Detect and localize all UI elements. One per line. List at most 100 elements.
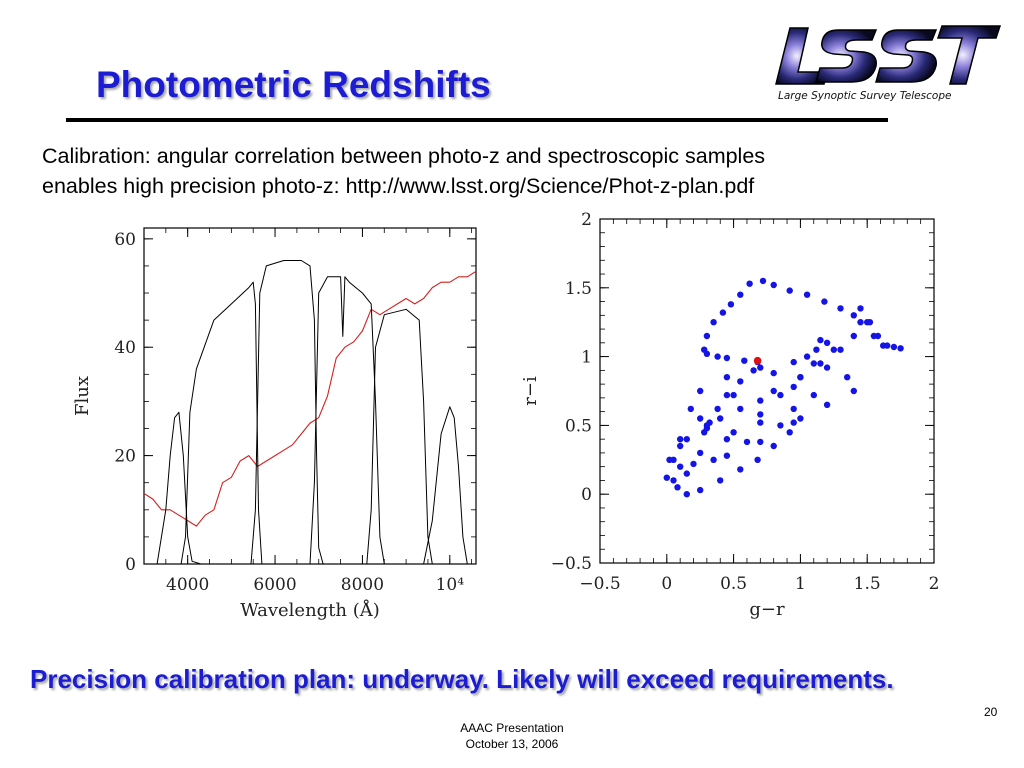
color-track-point: [723, 452, 731, 459]
color-track-point: [817, 360, 824, 367]
color-track-point: [754, 456, 761, 463]
color-track-point: [850, 332, 857, 340]
color-track-point: [737, 466, 744, 473]
color-track-point: [670, 456, 677, 463]
y-tick-label: −0.5: [551, 554, 592, 574]
color-track-point: [677, 442, 684, 450]
color-track-point: [750, 367, 757, 374]
plot-area: [663, 277, 904, 498]
color-track-point: [790, 358, 797, 366]
filter-g-line: [144, 281, 476, 564]
intro-line-2: enables high precision photo-z: http://w…: [42, 174, 755, 198]
plot-frame: [599, 218, 935, 564]
footer-line-2: October 13, 2006: [465, 737, 559, 751]
spectrum-filter-chart: 4000 6000 8000 10⁴ 0 20 40 60 Wavelength (Å) Flux: [70, 222, 490, 637]
color-track-point: [710, 319, 717, 326]
color-track-point: [719, 309, 727, 316]
y-tick-label: 0: [581, 485, 592, 505]
color-track-point: [674, 484, 681, 491]
color-track-point: [710, 456, 717, 463]
filter-i-line: [144, 276, 476, 564]
color-track-point: [810, 360, 817, 367]
color-track-point: [737, 378, 744, 385]
conclusion-text: Precision calibration plan: underway. Li…: [30, 664, 894, 694]
color-track-point: [823, 401, 831, 408]
color-track-point: [730, 429, 737, 436]
intro-line-1: Calibration: angular correlation between…: [42, 144, 766, 168]
color-track-point: [786, 287, 793, 294]
y-tick-label: 1: [581, 348, 592, 368]
color-track-point: [817, 336, 824, 344]
color-track-point: [803, 353, 811, 360]
color-track-point: [717, 477, 724, 484]
color-track-point: [823, 339, 831, 346]
color-track-point: [683, 436, 690, 443]
color-track-point: [677, 463, 684, 470]
color-track-point: [770, 442, 777, 450]
color-track-point: [777, 391, 784, 399]
x-tick-label: 0.5: [720, 574, 747, 594]
color-track-point: [786, 429, 793, 436]
color-track-point: [864, 319, 871, 326]
color-track-point: [687, 405, 694, 413]
color-track-point: [797, 374, 804, 381]
color-track-point: [737, 291, 744, 298]
title-underline: [66, 118, 888, 122]
x-tick-label: 6000: [253, 575, 296, 595]
color-track-point: [714, 353, 721, 360]
filter-y-line: [144, 406, 476, 564]
y-tick-label: 40: [114, 338, 136, 358]
color-track-point: [757, 419, 764, 426]
color-track-point: [737, 405, 744, 413]
x-tick-label: 1: [795, 574, 806, 594]
y-axis-label: r−i: [520, 376, 541, 406]
y-tick-label: 0: [125, 555, 136, 575]
spectrum-chart-svg: 4000 6000 8000 10⁴ 0 20 40 60 Wavelength (Å) Flux: [72, 227, 477, 621]
color-track-point: [697, 387, 704, 395]
color-track-point: [697, 415, 704, 422]
color-track-point: [821, 298, 828, 305]
x-tick-label: 0: [661, 574, 672, 594]
filter-u-line: [144, 411, 476, 564]
color-track-point: [790, 405, 797, 413]
logo-tagline: Large Synoptic Survey Telescope: [778, 90, 951, 102]
color-track-point: [690, 460, 697, 468]
color-track-point: [717, 415, 724, 422]
color-track-point: [803, 291, 811, 298]
color-track-point: [670, 477, 677, 484]
y-tick-label: 0.5: [565, 416, 592, 436]
color-track-point: [723, 436, 731, 443]
color-track-point: [874, 332, 882, 340]
footer: AAAC Presentation October 13, 2006: [412, 720, 612, 752]
color-track-point: [741, 357, 748, 364]
color-track-point: [790, 419, 797, 426]
y-axis-label: Flux: [72, 376, 93, 416]
x-tick-label: −0.5: [579, 574, 620, 594]
color-track-point: [830, 346, 837, 353]
color-track-point: [703, 350, 711, 357]
color-track-point: [837, 305, 844, 312]
color-track-point: [890, 343, 898, 351]
color-track-point: [727, 301, 735, 308]
color-track-point: [723, 391, 731, 399]
color-track-point: [730, 391, 737, 399]
color-track-point: [790, 383, 797, 391]
color-track-point: [743, 438, 751, 446]
color-track-point: [813, 346, 820, 353]
filter-z-line: [144, 308, 476, 564]
color-track-point: [706, 419, 713, 426]
color-track-point: [770, 281, 777, 289]
color-color-chart: −0.5 0 0.5 1 1.5 2 −0.5 0 0.5 1 1.5 2 g−r r−i: [508, 205, 948, 630]
color-track-point: [757, 397, 764, 404]
color-track-point: [844, 374, 851, 381]
color-track-point: [850, 387, 857, 395]
y-tick-label: 60: [114, 230, 136, 250]
color-track-point: [697, 449, 704, 457]
x-tick-label: 8000: [341, 575, 384, 595]
footer-line-1: AAAC Presentation: [460, 721, 564, 735]
color-track-point: [757, 411, 764, 418]
color-track-point: [683, 491, 690, 498]
color-track-point: [759, 277, 767, 285]
color-track-point: [757, 438, 764, 446]
plot-frame: [143, 227, 477, 565]
